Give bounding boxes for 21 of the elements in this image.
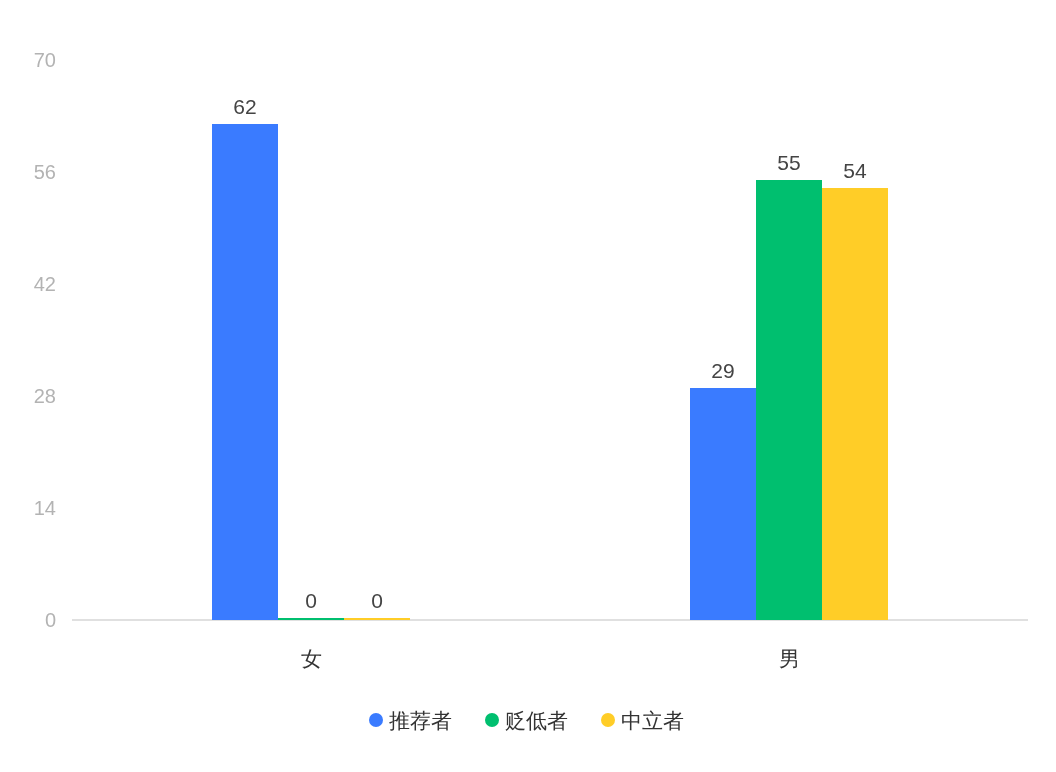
y-tick-label: 14	[33, 497, 56, 519]
data-label: 62	[233, 95, 257, 118]
y-tick-label: 42	[33, 273, 56, 295]
legend-label: 中立者	[621, 709, 684, 732]
x-tick-label: 男	[778, 647, 800, 670]
y-tick-label: 70	[33, 49, 56, 71]
legend-label: 推荐者	[389, 709, 452, 732]
data-label: 29	[711, 359, 735, 382]
x-tick-label: 女	[300, 647, 322, 670]
bar	[756, 180, 822, 620]
data-label: 0	[371, 589, 383, 612]
y-tick-label: 28	[33, 385, 56, 407]
data-label: 54	[843, 159, 867, 182]
data-label: 0	[305, 589, 317, 612]
y-tick-label: 56	[33, 161, 56, 183]
bar	[212, 124, 278, 620]
legend-label: 贬低者	[505, 709, 568, 732]
data-label: 55	[777, 151, 801, 174]
bar	[822, 188, 888, 620]
bar	[690, 388, 756, 620]
y-tick-label: 0	[44, 609, 56, 631]
